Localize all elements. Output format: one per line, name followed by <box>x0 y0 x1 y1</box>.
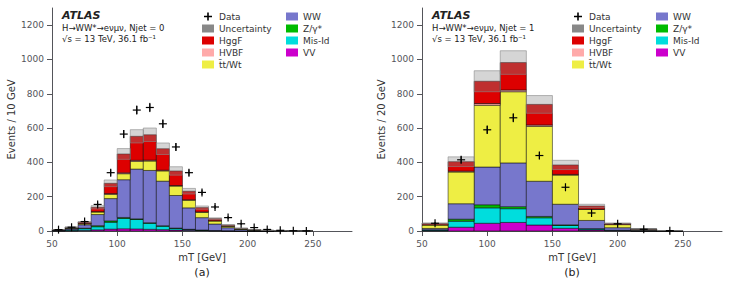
svg-text:Z/γ*: Z/γ* <box>673 24 693 34</box>
svg-text:1200: 1200 <box>391 20 414 30</box>
svg-text:200: 200 <box>239 239 256 249</box>
svg-text:ATLAS: ATLAS <box>431 9 470 22</box>
svg-text:H→WW*→eνμν, Njet = 0: H→WW*→eνμν, Njet = 0 <box>62 23 164 33</box>
svg-text:√s = 13 TeV, 36.1 fb⁻¹: √s = 13 TeV, 36.1 fb⁻¹ <box>62 34 156 44</box>
svg-text:H→WW*→eνμν, Njet = 1: H→WW*→eνμν, Njet = 1 <box>432 23 534 33</box>
svg-text:t̄t/Wt: t̄t/Wt <box>218 59 241 70</box>
svg-text:Data: Data <box>589 12 611 22</box>
svg-text:200: 200 <box>609 239 626 249</box>
svg-text:250: 250 <box>674 239 691 249</box>
svg-text:Uncertainty: Uncertainty <box>589 24 642 34</box>
svg-text:600: 600 <box>397 123 414 133</box>
svg-text:1000: 1000 <box>391 54 414 64</box>
svg-text:Data: Data <box>219 12 241 22</box>
svg-text:200: 200 <box>397 192 414 202</box>
svg-text:800: 800 <box>27 89 44 99</box>
svg-text:250: 250 <box>304 239 321 249</box>
svg-text:0: 0 <box>38 226 44 236</box>
svg-text:√s = 13 TeV, 36.1 fb⁻¹: √s = 13 TeV, 36.1 fb⁻¹ <box>432 34 526 44</box>
svg-text:mT [GeV]: mT [GeV] <box>178 252 226 263</box>
svg-text:600: 600 <box>27 123 44 133</box>
svg-text:VV: VV <box>303 48 316 58</box>
svg-text:Events / 20 GeV: Events / 20 GeV <box>376 79 387 159</box>
svg-text:50: 50 <box>416 239 428 249</box>
svg-text:Mis-Id: Mis-Id <box>673 36 700 46</box>
svg-text:1000: 1000 <box>21 54 44 64</box>
svg-text:HggF: HggF <box>589 36 612 46</box>
svg-text:VV: VV <box>673 48 686 58</box>
svg-text:1200: 1200 <box>21 20 44 30</box>
svg-text:ATLAS: ATLAS <box>61 9 100 22</box>
svg-text:200: 200 <box>27 192 44 202</box>
svg-text:WW: WW <box>303 12 321 22</box>
svg-text:t̄t/Wt: t̄t/Wt <box>588 59 611 70</box>
svg-text:HggF: HggF <box>219 36 242 46</box>
svg-text:HVBF: HVBF <box>589 48 613 58</box>
svg-text:Events / 10 GeV: Events / 10 GeV <box>6 79 17 159</box>
svg-text:Mis-Id: Mis-Id <box>303 36 330 46</box>
svg-text:100: 100 <box>479 239 496 249</box>
svg-text:400: 400 <box>27 157 44 167</box>
svg-text:400: 400 <box>397 157 414 167</box>
svg-text:150: 150 <box>174 239 191 249</box>
svg-text:800: 800 <box>397 89 414 99</box>
svg-text:Z/γ*: Z/γ* <box>303 24 323 34</box>
svg-text:HVBF: HVBF <box>219 48 243 58</box>
svg-text:0: 0 <box>408 226 414 236</box>
svg-text:(b): (b) <box>564 266 580 279</box>
svg-text:150: 150 <box>544 239 561 249</box>
svg-text:mT [GeV]: mT [GeV] <box>548 252 596 263</box>
svg-text:50: 50 <box>46 239 58 249</box>
svg-text:WW: WW <box>673 12 691 22</box>
svg-text:100: 100 <box>109 239 126 249</box>
svg-text:(a): (a) <box>194 266 209 279</box>
svg-text:Uncertainty: Uncertainty <box>219 24 272 34</box>
